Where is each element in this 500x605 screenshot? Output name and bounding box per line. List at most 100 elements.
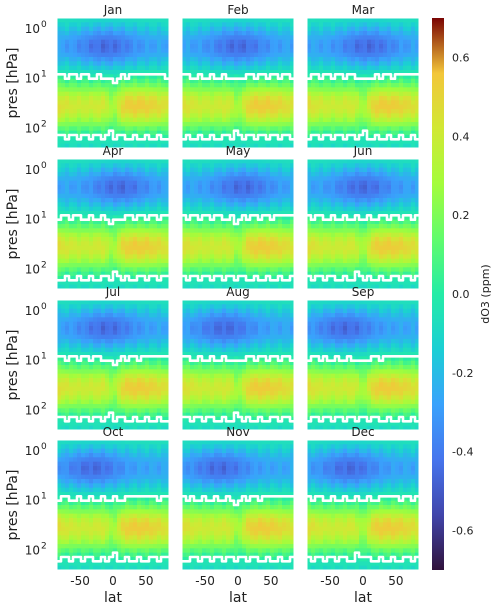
heatmap-cell bbox=[407, 232, 412, 238]
heatmap-cell bbox=[125, 83, 130, 88]
heatmap-cell bbox=[113, 61, 118, 67]
heatmap-cell bbox=[379, 78, 384, 84]
heatmap-cell bbox=[226, 48, 231, 54]
heatmap-cell bbox=[351, 215, 356, 221]
heatmap-cell bbox=[286, 143, 291, 149]
heatmap-cell bbox=[145, 35, 150, 41]
heatmap-cell bbox=[141, 284, 146, 290]
heatmap-cell bbox=[363, 65, 368, 71]
heatmap-cell bbox=[407, 109, 412, 114]
heatmap-cell bbox=[105, 35, 110, 41]
heatmap-cell bbox=[286, 57, 291, 62]
heatmap-cell bbox=[282, 271, 287, 277]
heatmap-cell bbox=[226, 263, 231, 268]
heatmap-cell bbox=[315, 31, 320, 36]
heatmap-cell bbox=[198, 26, 203, 32]
heatmap-cell bbox=[262, 100, 267, 106]
heatmap-cell bbox=[149, 74, 154, 80]
heatmap-cell bbox=[206, 130, 211, 136]
heatmap-cell bbox=[375, 31, 380, 36]
heatmap-cell bbox=[270, 44, 275, 49]
heatmap-cell bbox=[97, 232, 102, 238]
heatmap-cell bbox=[186, 18, 191, 23]
heatmap-cell bbox=[327, 176, 332, 182]
heatmap-cell bbox=[399, 211, 404, 216]
heatmap-cell bbox=[182, 135, 187, 140]
heatmap-cell bbox=[85, 135, 90, 140]
heatmap-cell bbox=[190, 52, 195, 58]
heatmap-cell bbox=[141, 176, 146, 182]
heatmap-cell bbox=[319, 122, 324, 127]
heatmap-cell bbox=[93, 280, 98, 286]
heatmap-cell bbox=[222, 228, 227, 234]
heatmap-cell bbox=[258, 180, 263, 186]
heatmap-cell bbox=[234, 135, 239, 140]
heatmap-cell bbox=[242, 193, 247, 199]
heatmap-cell bbox=[121, 130, 126, 136]
heatmap-cell bbox=[391, 180, 396, 186]
heatmap-cell bbox=[258, 219, 263, 225]
heatmap-cell bbox=[335, 237, 340, 242]
heatmap-cell bbox=[125, 159, 130, 164]
heatmap-cell bbox=[149, 228, 154, 234]
heatmap-cell bbox=[157, 163, 162, 169]
heatmap-cell bbox=[226, 258, 231, 264]
heatmap-cell bbox=[407, 176, 412, 182]
heatmap-cell bbox=[315, 263, 320, 268]
heatmap-cell bbox=[101, 198, 106, 203]
heatmap-cell bbox=[206, 96, 211, 101]
heatmap-cell bbox=[270, 57, 275, 62]
heatmap-cell bbox=[161, 167, 166, 173]
heatmap-cell bbox=[371, 44, 376, 49]
heatmap-cell bbox=[105, 250, 110, 255]
heatmap-cell bbox=[206, 91, 211, 97]
heatmap-cell bbox=[339, 52, 344, 58]
heatmap-cell bbox=[93, 130, 98, 136]
heatmap-cell bbox=[117, 74, 122, 80]
heatmap-cell bbox=[157, 83, 162, 88]
heatmap-cell bbox=[65, 48, 70, 54]
heatmap-cell bbox=[85, 159, 90, 164]
heatmap-cell bbox=[278, 202, 283, 208]
heatmap-cell bbox=[282, 22, 287, 28]
heatmap-cell bbox=[274, 258, 279, 264]
heatmap-cell bbox=[137, 202, 142, 208]
heatmap-cell bbox=[383, 263, 388, 268]
heatmap-cell bbox=[226, 122, 231, 127]
heatmap-cell bbox=[343, 26, 348, 32]
heatmap-cell bbox=[65, 52, 70, 58]
heatmap-cell bbox=[234, 280, 239, 286]
heatmap-cell bbox=[129, 276, 134, 281]
heatmap-cell bbox=[266, 172, 271, 177]
heatmap-cell bbox=[133, 232, 138, 238]
heatmap-cell bbox=[343, 271, 348, 277]
heatmap-cell bbox=[323, 100, 328, 106]
heatmap-cell bbox=[214, 159, 219, 164]
heatmap-cell bbox=[391, 104, 396, 110]
heatmap-cell bbox=[157, 232, 162, 238]
heatmap-cell bbox=[157, 258, 162, 264]
heatmap-cell bbox=[210, 159, 215, 164]
heatmap-cell bbox=[250, 250, 255, 255]
heatmap-cell bbox=[141, 78, 146, 84]
heatmap-cell bbox=[77, 83, 82, 88]
heatmap-cell bbox=[222, 159, 227, 164]
heatmap-cell bbox=[331, 22, 336, 28]
heatmap-cell bbox=[282, 193, 287, 199]
heatmap-cell bbox=[258, 130, 263, 136]
heatmap-cell bbox=[307, 83, 312, 88]
heatmap-cell bbox=[89, 109, 94, 114]
heatmap-cell bbox=[250, 180, 255, 186]
heatmap-cell bbox=[89, 130, 94, 136]
heatmap-cell bbox=[375, 52, 380, 58]
heatmap-cell bbox=[343, 228, 348, 234]
heatmap-cell bbox=[290, 258, 295, 264]
heatmap-cell bbox=[315, 232, 320, 238]
heatmap-cell bbox=[186, 163, 191, 169]
heatmap-cell bbox=[202, 117, 207, 123]
heatmap-cell bbox=[282, 122, 287, 127]
heatmap-cell bbox=[387, 254, 392, 260]
heatmap-cell bbox=[65, 254, 70, 260]
heatmap-cell bbox=[234, 109, 239, 114]
heatmap-cell bbox=[153, 267, 158, 273]
